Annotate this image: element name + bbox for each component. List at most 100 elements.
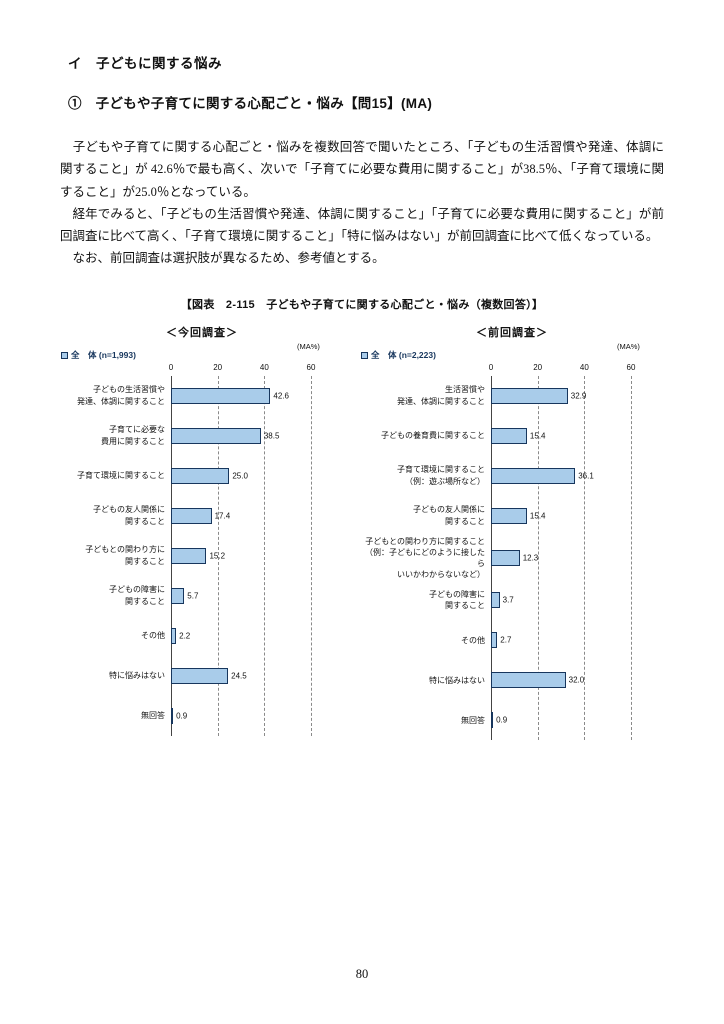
bar-row: 子どもとの関わり方に 関すること 15.2 — [59, 536, 345, 576]
value-label: 15.4 — [529, 511, 546, 520]
bar-track: 38.5 — [171, 427, 345, 444]
page-number: 80 — [355, 967, 369, 981]
value-label: 24.5 — [231, 671, 247, 680]
gridline — [311, 375, 312, 736]
chart-legend: 全 体 (n=2,223) (MA%) — [359, 342, 665, 363]
axis-tick: 20 — [533, 362, 543, 372]
paragraph-1: 子どもや子育てに関する心配ごと・悩みを複数回答で聞いたところ、「子どもの生活習慣… — [60, 140, 664, 199]
value-label: 32.9 — [570, 391, 587, 400]
bar — [171, 507, 212, 524]
charts-container: ＜今回調査＞ 全 体 (n=1,993) (MA%) 0 20 40 60 子どもの生活習慣や… — [60, 324, 664, 741]
category-label: 生活習慣や 発達、体調に関すること — [397, 385, 485, 406]
body-text: 子どもや子育てに関する心配ごと・悩みを複数回答で聞いたところ、「子どもの生活習慣… — [60, 136, 664, 270]
bar-track: 17.4 — [171, 507, 345, 524]
gridline — [537, 375, 539, 741]
value-label: 42.6 — [273, 391, 289, 400]
value-label: 38.5 — [263, 431, 280, 440]
bar-row: 子どもの障害に 関すること 5.7 — [59, 576, 345, 616]
category-label: 子どもとの関わり方に関すること （例：子どもにどのように接したら いいかわからな… — [365, 536, 485, 580]
category-label: その他 — [461, 635, 485, 645]
plot-area: 子どもの生活習慣や 発達、体調に関すること 42.6 子育てに必要な 費用に関するこ… — [59, 375, 345, 736]
bar — [491, 712, 494, 729]
bar-track: 32.9 — [491, 387, 665, 404]
x-axis: 0 20 40 60 — [359, 363, 665, 376]
x-axis: 0 20 40 60 — [59, 363, 345, 376]
bar-track: 42.6 — [171, 387, 345, 404]
bar — [491, 632, 498, 649]
category-label: 子どもの養育費に関すること — [381, 430, 485, 440]
bar-track: 32.0 — [491, 672, 665, 689]
bar-row: 無回答 0.9 — [359, 700, 665, 740]
chart-previous-survey: ＜前回調査＞ 全 体 (n=2,223) (MA%) 0 20 40 60 生活習慣や 発達、… — [359, 324, 665, 741]
bar-track: 0.9 — [171, 707, 345, 724]
sub-heading: ① 子どもや子育てに関する心配ごと・悩み【問15】(MA) — [68, 96, 433, 111]
bar-track: 36.1 — [491, 467, 665, 484]
bar-track: 3.7 — [491, 592, 665, 609]
axis-tick: 60 — [626, 362, 636, 372]
category-label: 子どもの友人関係に 関すること — [93, 505, 165, 526]
bar-row: 子どもの生活習慣や 発達、体調に関すること 42.6 — [59, 376, 345, 416]
value-label: 2.7 — [500, 635, 512, 645]
legend-swatch — [361, 351, 368, 359]
bar-row: 特に悩みはない 24.5 — [59, 656, 345, 696]
paragraph-3: なお、前回調査は選択肢が異なるため、参考値とする。 — [60, 251, 385, 266]
bar-row: 子どもの障害に 関すること 3.7 — [359, 580, 665, 620]
bar — [171, 667, 229, 684]
bar — [171, 627, 177, 644]
bar-track: 25.0 — [171, 467, 345, 484]
bar-track: 24.5 — [171, 667, 345, 684]
value-label: 17.4 — [214, 511, 231, 520]
axis-tick: 20 — [213, 362, 223, 372]
category-label: その他 — [141, 630, 165, 640]
value-label: 0.9 — [176, 711, 188, 720]
gridline — [264, 375, 266, 736]
bar-row: 子育てに必要な 費用に関すること 38.5 — [59, 416, 345, 456]
unit-label: (MA%) — [297, 341, 320, 351]
axis-tick: 40 — [579, 362, 589, 372]
gridline — [631, 375, 632, 741]
bar — [171, 547, 207, 564]
category-label: 子どもの障害に 関すること — [109, 585, 165, 606]
plot-area: 生活習慣や 発達、体調に関すること 32.9 子どもの養育費に関すること 15.4 子育… — [359, 375, 665, 741]
category-label: 特に悩みはない — [109, 670, 165, 680]
value-label: 15.2 — [209, 551, 226, 560]
value-label: 25.0 — [232, 471, 248, 480]
bar — [171, 707, 174, 724]
chart-current-survey: ＜今回調査＞ 全 体 (n=1,993) (MA%) 0 20 40 60 子どもの生活習慣や… — [59, 324, 345, 741]
bar-track: 12.3 — [491, 549, 665, 566]
bar-row: 子育て環境に関すること （例：遊ぶ場所など） 36.1 — [359, 456, 665, 496]
value-label: 15.4 — [529, 431, 546, 440]
bar — [491, 507, 527, 524]
section-heading: イ 子どもに関する悩み — [68, 56, 222, 71]
bar-row: 無回答 0.9 — [59, 696, 345, 736]
legend-label: 全 体 (n=2,223) — [371, 350, 436, 360]
bar-row: 子どもの友人関係に 関すること 17.4 — [59, 496, 345, 536]
value-label: 32.0 — [568, 675, 585, 685]
bar-track: 0.9 — [491, 712, 665, 729]
bar-track: 5.7 — [171, 587, 345, 604]
value-label: 5.7 — [187, 591, 199, 600]
value-label: 3.7 — [502, 595, 514, 605]
bar-row: 子どもの友人関係に 関すること 15.4 — [359, 496, 665, 536]
category-label: 子どもの障害に 関すること — [429, 590, 485, 611]
unit-label: (MA%) — [617, 341, 640, 351]
category-label: 子どもとの関わり方に 関すること — [85, 545, 165, 566]
bar — [171, 467, 230, 484]
bar-track: 15.4 — [491, 427, 665, 444]
bar — [491, 427, 527, 444]
bar — [491, 549, 520, 566]
bar-track: 15.4 — [491, 507, 665, 524]
legend-label: 全 体 (n=1,993) — [71, 350, 136, 360]
bar — [171, 427, 261, 444]
bar — [491, 387, 568, 404]
gridline — [584, 375, 586, 741]
value-label: 36.1 — [578, 471, 594, 480]
bar-row: 子どもの養育費に関すること 15.4 — [359, 416, 665, 456]
bar-track: 15.2 — [171, 547, 345, 564]
figure-caption: 【図表 2-115 子どもや子育てに関する心配ごと・悩み（複数回答）】 — [180, 298, 544, 311]
value-label: 2.2 — [179, 631, 191, 640]
bar-row: 子どもとの関わり方に関すること （例：子どもにどのように接したら いいかわからな… — [359, 536, 665, 581]
chart-legend: 全 体 (n=1,993) (MA%) — [59, 342, 345, 363]
bar-track: 2.2 — [171, 627, 345, 644]
